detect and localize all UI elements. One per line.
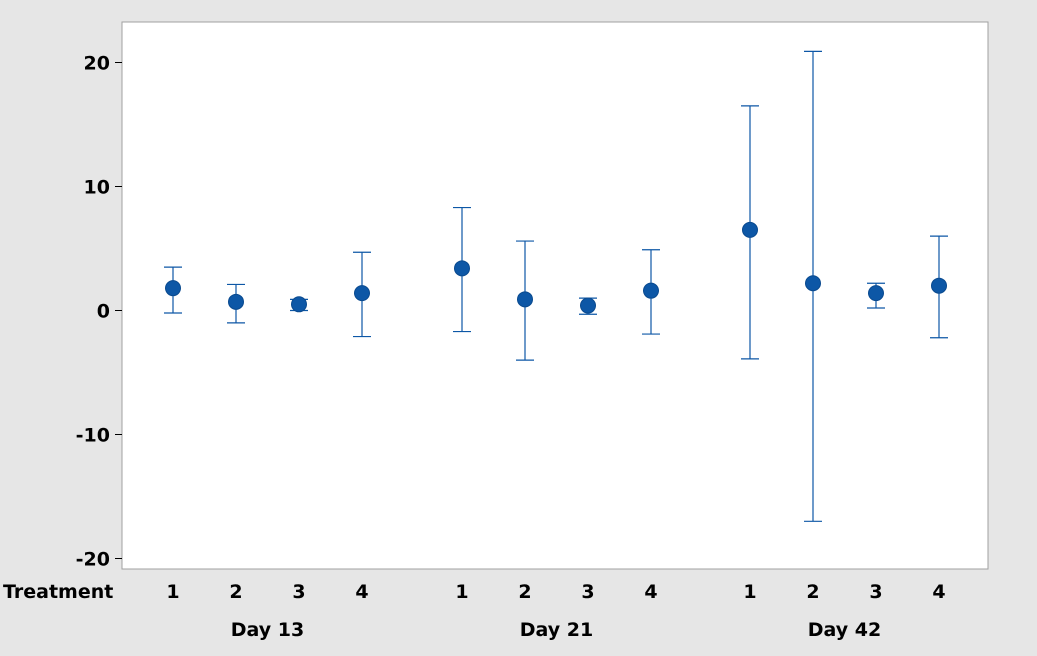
treatment-tick-label: 2	[806, 581, 819, 603]
interval-marker	[930, 235, 948, 339]
interval-marker	[579, 297, 597, 315]
interval-marker	[516, 240, 534, 361]
treatment-tick-label: 2	[518, 581, 531, 603]
mean-point	[291, 296, 307, 313]
treatment-tick-label: 3	[581, 581, 594, 603]
interval-series	[164, 50, 948, 522]
plot-area	[121, 21, 989, 570]
treatment-tick-label: 3	[292, 581, 305, 603]
interval-marker	[353, 251, 371, 338]
mean-point	[454, 260, 470, 277]
mean-point	[228, 293, 244, 310]
treatment-tick-label: 1	[166, 581, 179, 603]
mean-point	[742, 221, 758, 238]
treatment-tick-label: 4	[355, 581, 368, 603]
interval-marker	[164, 266, 182, 314]
day-group-label: Day 13	[231, 619, 304, 641]
y-tick-label: -20	[76, 549, 110, 571]
treatment-tick-label: 1	[455, 581, 468, 603]
mean-point	[868, 285, 884, 302]
y-tick-label: 10	[84, 177, 110, 199]
interval-marker	[227, 283, 245, 324]
interval-marker	[804, 50, 822, 522]
mean-point	[643, 282, 659, 299]
mean-point	[165, 280, 181, 297]
treatment-tick-label: 2	[229, 581, 242, 603]
day-group-label: Day 42	[808, 619, 881, 641]
day-group-label: Day 21	[520, 619, 593, 641]
interval-marker	[867, 282, 885, 309]
y-tick-label: 20	[84, 53, 110, 75]
treatment-tick-label: 1	[743, 581, 756, 603]
mean-point	[931, 277, 947, 294]
treatment-tick-label: 3	[869, 581, 882, 603]
treatment-tick-label: 4	[932, 581, 945, 603]
mean-point	[517, 291, 533, 308]
mean-point	[805, 275, 821, 292]
y-axis: 20 10 0 -10 -20	[76, 53, 122, 571]
mean-point	[354, 285, 370, 302]
interval-marker	[453, 206, 471, 333]
interval-marker	[642, 249, 660, 335]
interval-marker	[290, 296, 308, 313]
interval-marker	[741, 105, 759, 360]
category-axis-label: Treatment	[3, 581, 113, 603]
y-tick-label: -10	[76, 425, 110, 447]
mean-point	[580, 297, 596, 314]
y-tick-label: 0	[97, 301, 110, 323]
treatment-tick-label: 4	[644, 581, 657, 603]
